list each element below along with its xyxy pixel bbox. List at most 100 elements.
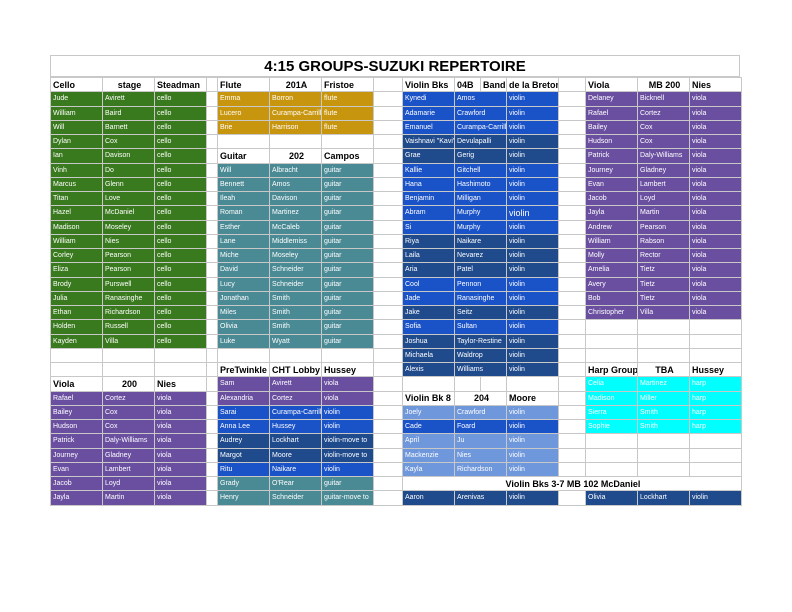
empty-cell[interactable]	[206, 404, 218, 421]
cello-cell[interactable]: cello	[154, 190, 207, 207]
empty-cell[interactable]	[558, 333, 586, 349]
empty-cell[interactable]	[206, 176, 218, 193]
empty-cell[interactable]	[689, 461, 742, 478]
empty-cell[interactable]	[154, 347, 207, 364]
pretwinkle-cell[interactable]: Sam	[217, 376, 270, 392]
violin-bk8-cell[interactable]: Ju	[454, 433, 507, 449]
violin-bk8-header-0[interactable]: Violin Bk 8	[402, 390, 455, 406]
viola-right-cell[interactable]: Patrick	[585, 148, 638, 164]
guitar-cell[interactable]: Davison	[269, 190, 322, 207]
flute-header-0[interactable]: Flute	[217, 76, 270, 93]
violin-bk8-cell[interactable]: violin	[506, 418, 559, 435]
empty-cell[interactable]	[206, 447, 218, 463]
violin-bk8-cell[interactable]: Joely	[402, 404, 455, 421]
guitar-cell[interactable]: guitar	[321, 176, 374, 193]
violin-bks-cell[interactable]: Curampa-Carrillo	[454, 119, 507, 136]
cello-cell[interactable]: Baird	[102, 105, 155, 121]
viola-right-cell[interactable]: Andrew	[585, 219, 638, 235]
empty-cell[interactable]	[558, 119, 586, 136]
violin-bks-cell[interactable]: violin	[506, 205, 559, 221]
empty-cell[interactable]	[206, 105, 218, 121]
cello-header-2[interactable]: Steadman	[154, 76, 207, 93]
cello-cell[interactable]: Corley	[50, 247, 103, 264]
empty-cell[interactable]	[373, 76, 403, 93]
harp-cell[interactable]: Sierra	[585, 404, 638, 421]
cello-cell[interactable]: cello	[154, 233, 207, 250]
pretwinkle-cell[interactable]: guitar-move to	[321, 490, 374, 506]
cello-cell[interactable]: cello	[154, 105, 207, 121]
flute-cell[interactable]: Brie	[217, 119, 270, 136]
empty-cell[interactable]	[373, 247, 403, 264]
pretwinkle-cell[interactable]: Avirett	[269, 376, 322, 392]
empty-cell[interactable]	[373, 233, 403, 250]
harp-header-0[interactable]: Harp Group	[585, 361, 638, 378]
cello-cell[interactable]: cello	[154, 262, 207, 278]
violin-bks-cell[interactable]: Milligan	[454, 190, 507, 207]
empty-cell[interactable]	[373, 276, 403, 292]
cello-header-0[interactable]: Cello	[50, 76, 103, 93]
empty-cell[interactable]	[206, 91, 218, 107]
cello-cell[interactable]: Ethan	[50, 304, 103, 321]
pretwinkle-cell[interactable]: Cortez	[269, 390, 322, 406]
guitar-cell[interactable]: guitar	[321, 219, 374, 235]
empty-cell[interactable]	[206, 347, 218, 364]
empty-cell[interactable]	[373, 418, 403, 435]
empty-cell[interactable]	[558, 361, 586, 378]
empty-cell[interactable]	[373, 347, 403, 364]
violin-bks-cell[interactable]: Riya	[402, 233, 455, 250]
guitar-cell[interactable]: Lane	[217, 233, 270, 250]
violin-bks-cell[interactable]: violin	[506, 347, 559, 364]
pretwinkle-cell[interactable]: Audrey	[217, 433, 270, 449]
guitar-cell[interactable]: Lucy	[217, 276, 270, 292]
guitar-header-0[interactable]: Guitar	[217, 148, 270, 164]
cello-cell[interactable]: McDaniel	[102, 205, 155, 221]
viola-right-cell[interactable]: viola	[689, 119, 742, 136]
viola-right-cell[interactable]: viola	[689, 262, 742, 278]
viola-left-cell[interactable]: viola	[154, 475, 207, 492]
cello-header-1[interactable]: stage	[102, 76, 155, 93]
viola-left-header-0[interactable]: Viola	[50, 376, 103, 392]
pretwinkle-cell[interactable]: Moore	[269, 447, 322, 463]
pretwinkle-cell[interactable]: violin	[321, 404, 374, 421]
viola-right-cell[interactable]: Rector	[637, 247, 690, 264]
guitar-cell[interactable]: guitar	[321, 162, 374, 178]
violin-bks-cell[interactable]: Taylor-Restine	[454, 333, 507, 349]
empty-cell[interactable]	[154, 361, 207, 378]
viola-left-cell[interactable]: Evan	[50, 461, 103, 478]
violin-bks-cell[interactable]: Jake	[402, 304, 455, 321]
violin-bks-cell[interactable]: Nevarez	[454, 247, 507, 264]
empty-cell[interactable]	[373, 290, 403, 307]
guitar-cell[interactable]: guitar	[321, 190, 374, 207]
guitar-cell[interactable]: Jonathan	[217, 290, 270, 307]
viola-right-cell[interactable]: viola	[689, 133, 742, 150]
cello-cell[interactable]: Nies	[102, 233, 155, 250]
guitar-cell[interactable]: guitar	[321, 290, 374, 307]
empty-cell[interactable]	[373, 162, 403, 178]
guitar-cell[interactable]: Martinez	[269, 205, 322, 221]
cello-cell[interactable]: Brody	[50, 276, 103, 292]
violin-bks-cell[interactable]: Vaishnavi "Kavi"	[402, 133, 455, 150]
empty-cell[interactable]	[206, 333, 218, 349]
viola-left-header-2[interactable]: Nies	[154, 376, 207, 392]
cello-cell[interactable]: William	[50, 105, 103, 121]
pretwinkle-cell[interactable]: Hussey	[269, 418, 322, 435]
empty-cell[interactable]	[206, 361, 218, 378]
empty-cell[interactable]	[206, 376, 218, 392]
violin-bks-cell[interactable]: Aria	[402, 262, 455, 278]
pretwinkle-cell[interactable]: Sarai	[217, 404, 270, 421]
violin-bks-cell[interactable]: violin	[506, 91, 559, 107]
viola-left-cell[interactable]: Gladney	[102, 447, 155, 463]
violin-bk8-cell[interactable]: Mackenzie	[402, 447, 455, 463]
cello-cell[interactable]: Richardson	[102, 304, 155, 321]
guitar-cell[interactable]: McCaleb	[269, 219, 322, 235]
viola-right-cell[interactable]: viola	[689, 290, 742, 307]
violin-bk8-cell[interactable]: Cade	[402, 418, 455, 435]
cello-cell[interactable]: Moseley	[102, 219, 155, 235]
viola-right-cell[interactable]: viola	[689, 190, 742, 207]
empty-cell[interactable]	[558, 133, 586, 150]
viola-right-cell[interactable]: Bicknell	[637, 91, 690, 107]
empty-cell[interactable]	[373, 376, 403, 392]
violin-bks-cell[interactable]: Amos	[454, 91, 507, 107]
empty-cell[interactable]	[558, 162, 586, 178]
cello-cell[interactable]: Titan	[50, 190, 103, 207]
